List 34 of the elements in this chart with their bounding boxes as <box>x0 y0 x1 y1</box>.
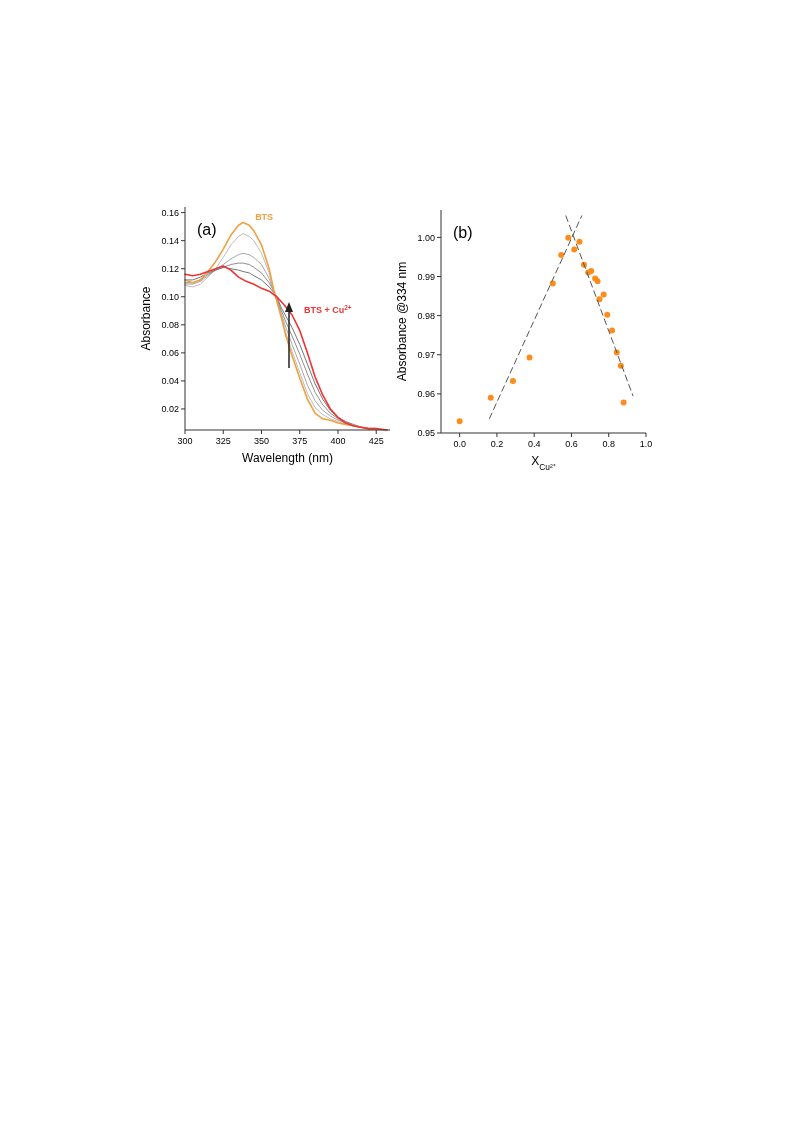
x-tick-label: 325 <box>215 436 231 446</box>
series-label: BTS + Cu$^{2+}$ <box>304 303 352 315</box>
x-tick-label: 425 <box>368 436 384 446</box>
x-axis-title: Wavelength (nm) <box>242 451 333 465</box>
y-tick-label: 0.02 <box>161 404 179 415</box>
y-tick-label: 0.04 <box>161 376 179 387</box>
x-tick-label: 375 <box>292 436 308 446</box>
y-tick-label: 0.16 <box>161 207 179 218</box>
annotation: (a) <box>197 221 217 238</box>
x-tick-label: 300 <box>177 436 193 446</box>
y-tick-label: 0.96 <box>417 389 435 400</box>
y-tick-label: 0.12 <box>161 263 179 274</box>
y-tick-label: 0.97 <box>417 349 435 360</box>
y-tick-label: 0.95 <box>417 428 435 439</box>
x-tick-label: 0.6 <box>565 439 578 449</box>
x-tick-label: 0.2 <box>490 439 504 449</box>
x-tick-label: 0.4 <box>527 439 541 449</box>
x-tick-label: 400 <box>330 436 346 446</box>
x-tick-label: 1.0 <box>639 439 653 449</box>
series-label: BTS <box>255 212 274 223</box>
x-tick-label: 0.0 <box>453 439 466 449</box>
y-tick-label: 1.00 <box>417 232 435 243</box>
y-axis-title: Absorbance @334 nm <box>395 261 409 382</box>
x-axis-title: X$_{Cu²⁺}$ <box>531 454 556 472</box>
y-tick-label: 0.14 <box>161 235 179 246</box>
y-tick-label: 0.08 <box>161 319 179 330</box>
y-axis-title: Absorbance <box>139 286 153 351</box>
y-tick-label: 0.06 <box>161 348 179 359</box>
y-tick-label: 0.98 <box>417 310 435 321</box>
x-tick-label: 350 <box>253 436 270 446</box>
x-tick-label: 0.8 <box>602 439 615 449</box>
annotation: (b) <box>453 224 473 241</box>
y-tick-label: 0.10 <box>161 291 179 302</box>
y-tick-label: 0.99 <box>417 271 435 282</box>
